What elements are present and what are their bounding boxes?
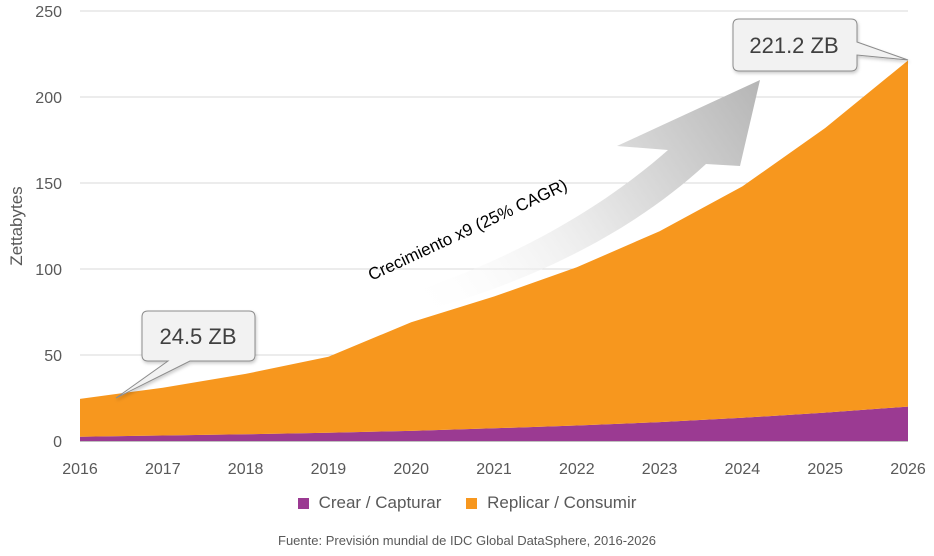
y-tick-label: 100: [35, 262, 62, 279]
x-tick-label: 2021: [476, 461, 512, 478]
y-axis-label: Zettabytes: [7, 186, 26, 265]
y-tick-label: 250: [35, 4, 62, 21]
x-tick-label: 2016: [62, 461, 98, 478]
x-tick-label: 2026: [890, 461, 926, 478]
x-tick-label: 2025: [807, 461, 843, 478]
y-axis-ticks: 0 50 100 150 200 250: [35, 4, 62, 451]
y-tick-label: 200: [35, 90, 62, 107]
growth-arrow: [258, 80, 760, 343]
start-callout: [115, 310, 256, 399]
x-tick-label: 2018: [228, 461, 264, 478]
x-tick-label: 2017: [145, 461, 181, 478]
end-callout: [732, 18, 909, 72]
area-series: [80, 60, 908, 441]
legend-swatch-crear: [297, 497, 309, 509]
legend-item-replicar: Replicar / Consumir: [466, 493, 636, 513]
legend: Crear / Capturar Replicar / Consumir: [0, 493, 934, 514]
y-tick-label: 150: [35, 176, 62, 193]
x-tick-label: 2022: [559, 461, 595, 478]
source-note: Fuente: Previsión mundial de IDC Global …: [278, 533, 656, 548]
end-callout-text: 221.2 ZB: [749, 33, 838, 58]
y-tick-label: 50: [44, 348, 62, 365]
stacked-area-chart: 0 50 100 150 200 250 2016 2017 2018 2019 2020 2021…: [7, 4, 926, 478]
legend-label-replicar: Replicar / Consumir: [487, 493, 637, 512]
legend-label-crear: Crear / Capturar: [318, 493, 442, 512]
area-series-replicar: [80, 60, 908, 437]
legend-item-crear: Crear / Capturar: [297, 493, 442, 513]
legend-swatch-replicar: [466, 497, 478, 509]
y-tick-label: 0: [53, 434, 62, 451]
x-axis-ticks: 2016 2017 2018 2019 2020 2021 2022 2023 2024 2025…: [62, 461, 926, 478]
x-tick-label: 2020: [393, 461, 429, 478]
start-callout-text: 24.5 ZB: [159, 324, 236, 349]
x-tick-label: 2019: [311, 461, 347, 478]
area-series-crear: [80, 406, 908, 441]
x-tick-label: 2024: [725, 461, 761, 478]
x-tick-label: 2023: [642, 461, 678, 478]
